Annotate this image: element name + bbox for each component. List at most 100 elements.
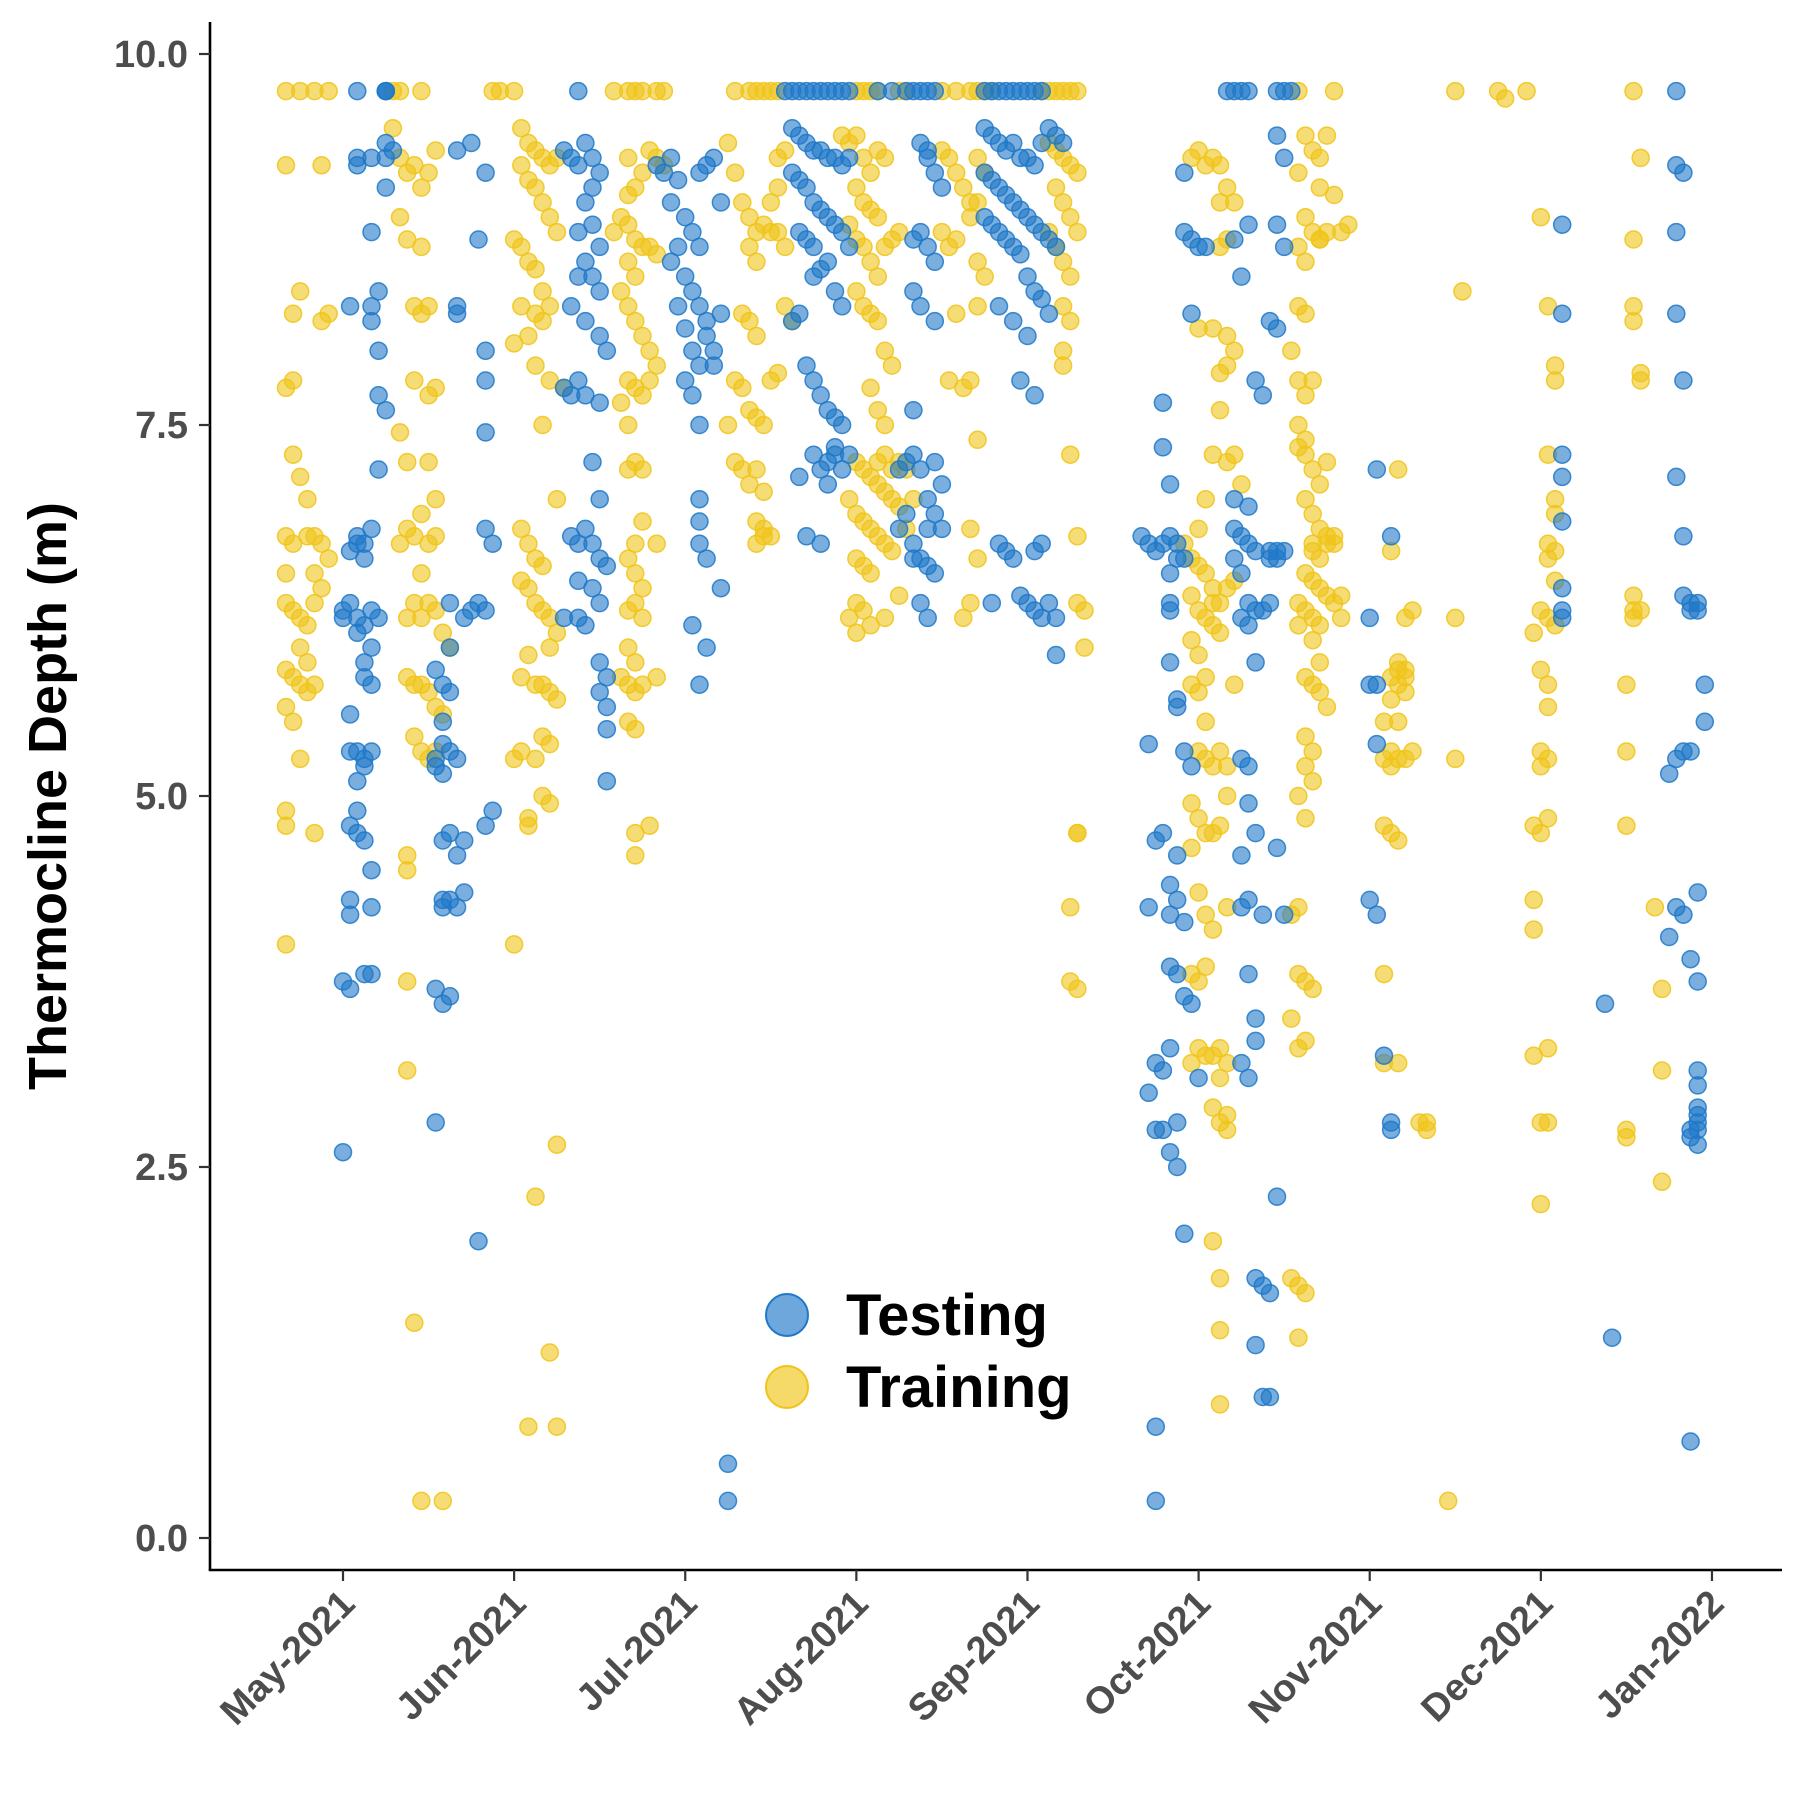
point-testing-476 (1674, 371, 1693, 390)
point-training-573 (1446, 749, 1465, 769)
point-training-72 (412, 564, 431, 583)
point-testing-375 (1167, 1113, 1187, 1132)
point-training-283 (868, 267, 888, 286)
point-testing-215 (804, 237, 823, 257)
point-training-148 (526, 749, 545, 769)
point-testing-408 (1225, 549, 1244, 568)
point-training-508 (1310, 616, 1330, 635)
point-training-543 (1317, 452, 1337, 472)
point-testing-179 (683, 616, 702, 635)
point-testing-18 (376, 400, 396, 420)
point-testing-274 (889, 519, 909, 539)
point-training-205 (626, 653, 645, 672)
point-training-619 (1631, 371, 1650, 390)
point-training-604 (1531, 823, 1551, 843)
point-training-157 (547, 1135, 567, 1154)
point-training-37 (283, 712, 303, 732)
point-training-40 (276, 816, 296, 835)
point-training-192 (618, 415, 638, 435)
point-training-481 (1282, 341, 1301, 361)
x-tick-label: Oct-2021 (1076, 1583, 1219, 1726)
point-testing-153 (690, 237, 709, 257)
point-training-62 (390, 423, 410, 442)
point-training-454 (1210, 193, 1230, 212)
point-testing-355 (1167, 697, 1187, 717)
point-training-609 (1538, 1039, 1558, 1058)
point-training-182 (618, 297, 638, 316)
point-testing-425 (1239, 964, 1258, 984)
point-training-14 (298, 489, 317, 509)
point-training-541 (1303, 534, 1322, 553)
point-testing-99 (426, 1113, 445, 1132)
point-testing-261 (904, 445, 923, 464)
point-testing-152 (683, 222, 702, 242)
point-testing-325 (1025, 386, 1044, 405)
point-testing-270 (925, 564, 945, 583)
point-training-317 (839, 608, 859, 628)
point-testing-10 (369, 282, 388, 301)
point-training-389 (1061, 972, 1080, 991)
point-testing-365 (1139, 898, 1158, 917)
point-training-440 (1210, 400, 1230, 420)
point-training-558 (1381, 757, 1401, 776)
point-testing-353 (1160, 653, 1180, 672)
point-training-353 (968, 297, 987, 316)
point-testing-361 (1160, 875, 1180, 895)
point-training-216 (647, 534, 666, 553)
point-training-9 (319, 304, 338, 323)
point-testing-142 (597, 697, 617, 717)
point-training-294 (868, 400, 888, 420)
point-training-109 (533, 193, 552, 212)
point-training-34 (305, 675, 324, 694)
point-testing-125 (583, 452, 602, 472)
point-testing-421 (1239, 794, 1258, 813)
point-testing-295 (1025, 156, 1044, 175)
point-testing-403 (1239, 497, 1258, 516)
point-training-427 (1217, 1105, 1237, 1125)
y-tick-label: 2.5 (135, 1147, 188, 1189)
point-training-581 (1517, 81, 1536, 101)
point-testing-169 (690, 415, 709, 435)
point-training-483 (1296, 386, 1315, 405)
legend-testing-swatch (765, 1293, 809, 1337)
point-testing-12 (362, 311, 381, 331)
point-training-52 (426, 141, 445, 160)
point-training-203 (633, 608, 652, 628)
point-testing-266 (897, 504, 916, 524)
point-training-583 (1538, 297, 1558, 316)
point-training-124 (540, 371, 560, 390)
point-training-295 (875, 415, 895, 435)
point-testing-424 (1232, 898, 1251, 917)
point-training-108 (526, 178, 545, 197)
point-testing-3 (376, 81, 396, 101)
point-training-319 (889, 586, 909, 605)
point-training-344 (932, 222, 952, 242)
point-training-627 (1645, 898, 1665, 917)
point-testing-455 (1367, 734, 1387, 754)
point-testing-143 (597, 719, 617, 739)
point-training-510 (1303, 630, 1322, 650)
point-training-292 (882, 356, 902, 375)
point-testing-114 (583, 267, 602, 286)
x-tick-label: Sep-2021 (900, 1583, 1048, 1731)
point-training-58 (419, 297, 438, 316)
point-testing-503 (1695, 712, 1715, 732)
point-training-286 (889, 222, 909, 242)
point-testing-222 (790, 304, 809, 323)
point-training-435 (1210, 742, 1230, 761)
point-testing-422 (1232, 846, 1251, 865)
point-training-77 (426, 601, 445, 620)
point-training-110 (540, 207, 560, 227)
point-training-489 (1303, 460, 1322, 479)
point-testing-335 (1046, 645, 1066, 665)
point-testing-120 (569, 371, 588, 390)
point-testing-376 (1160, 1142, 1180, 1162)
point-testing-273 (932, 475, 952, 494)
point-training-83 (419, 682, 438, 702)
point-training-490 (1296, 489, 1315, 509)
point-testing-181 (690, 675, 709, 694)
point-training-69 (390, 534, 410, 553)
point-testing-20 (362, 519, 381, 539)
point-testing-156 (675, 267, 695, 286)
